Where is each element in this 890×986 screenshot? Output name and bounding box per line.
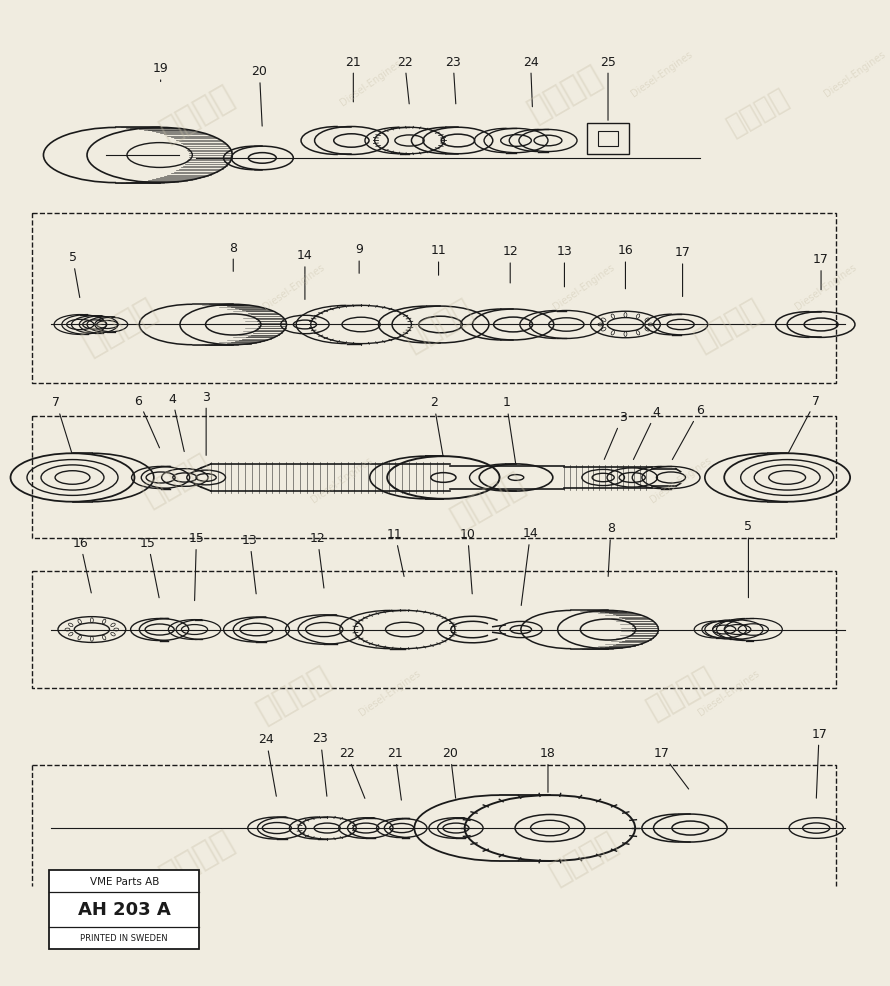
Text: 紧发动力: 紧发动力 [642, 662, 719, 724]
Bar [587, 124, 629, 155]
Text: 紧发动力: 紧发动力 [138, 450, 216, 511]
Text: 10: 10 [459, 528, 475, 595]
Text: 22: 22 [339, 746, 365, 799]
Text: PRINTED IN SWEDEN: PRINTED IN SWEDEN [80, 934, 168, 943]
Text: 22: 22 [397, 55, 413, 105]
Text: VME Parts AB: VME Parts AB [90, 876, 159, 885]
Text: Diesel-Engines: Diesel-Engines [338, 58, 403, 108]
Text: 20: 20 [252, 65, 267, 127]
Text: 12: 12 [310, 531, 326, 589]
Text: Diesel-Engines: Diesel-Engines [628, 48, 694, 99]
Text: Diesel-Engines: Diesel-Engines [822, 48, 887, 99]
Text: 20: 20 [442, 746, 458, 799]
Text: 3: 3 [604, 410, 627, 460]
Text: 紧发动力: 紧发动力 [444, 465, 530, 533]
Text: 6: 6 [134, 394, 159, 449]
Text: 17: 17 [813, 252, 829, 291]
Text: 5: 5 [69, 251, 80, 298]
Text: 21: 21 [387, 746, 403, 801]
Text: 23: 23 [445, 55, 461, 105]
Text: 15: 15 [140, 536, 159, 599]
Text: 紧发动力: 紧发动力 [76, 291, 162, 360]
Text: Diesel-Engines: Diesel-Engines [309, 456, 374, 505]
Bar [49, 870, 199, 950]
Text: 8: 8 [607, 522, 615, 577]
Text: 3: 3 [202, 390, 210, 456]
Text: 7: 7 [52, 396, 72, 454]
Bar [598, 132, 618, 147]
Text: 11: 11 [387, 528, 404, 577]
Text: 紧发动力: 紧发动力 [250, 659, 336, 727]
Text: 24: 24 [258, 733, 276, 797]
Text: AH 203 A: AH 203 A [78, 900, 171, 918]
Text: 18: 18 [540, 746, 556, 793]
Text: 5: 5 [744, 520, 752, 599]
Text: 7: 7 [789, 394, 821, 454]
Text: 17: 17 [811, 727, 827, 799]
Text: 24: 24 [522, 55, 538, 107]
Text: 2: 2 [430, 396, 443, 456]
Text: 紧发动力: 紧发动力 [154, 823, 239, 891]
Text: 紧发动力: 紧发动力 [545, 826, 623, 888]
Text: 21: 21 [345, 55, 361, 103]
Text: 13: 13 [242, 533, 257, 595]
Text: 19: 19 [153, 62, 168, 83]
Text: 11: 11 [431, 245, 447, 276]
Text: 8: 8 [230, 242, 238, 272]
Text: 紧发动力: 紧发动力 [154, 78, 239, 147]
Text: 紧发动力: 紧发动力 [723, 84, 794, 141]
Text: Diesel-Engines: Diesel-Engines [551, 261, 616, 312]
Text: 17: 17 [675, 246, 691, 297]
Text: 13: 13 [556, 246, 572, 288]
Text: Diesel-Engines: Diesel-Engines [793, 261, 859, 312]
Text: 25: 25 [600, 55, 616, 121]
Text: 紧发动力: 紧发动力 [400, 295, 477, 356]
Text: Diesel-Engines: Diesel-Engines [358, 668, 423, 718]
Text: 4: 4 [168, 392, 184, 452]
Text: 14: 14 [297, 249, 312, 300]
Text: 9: 9 [355, 244, 363, 274]
Text: 紧发动力: 紧发动力 [691, 295, 768, 356]
Text: 4: 4 [634, 405, 660, 460]
Text: Diesel-Engines: Diesel-Engines [648, 456, 713, 505]
Text: 16: 16 [618, 245, 634, 290]
Text: 紧发动力: 紧发动力 [522, 59, 607, 127]
Text: 14: 14 [522, 527, 538, 605]
Text: 23: 23 [312, 732, 328, 797]
Text: 12: 12 [502, 246, 518, 284]
Text: 15: 15 [189, 531, 205, 601]
Text: 17: 17 [653, 746, 689, 789]
Text: 6: 6 [672, 404, 704, 460]
Text: Diesel-Engines: Diesel-Engines [261, 261, 326, 312]
Text: 16: 16 [72, 536, 92, 594]
Text: 1: 1 [502, 396, 515, 463]
Text: Diesel-Engines: Diesel-Engines [697, 668, 762, 718]
